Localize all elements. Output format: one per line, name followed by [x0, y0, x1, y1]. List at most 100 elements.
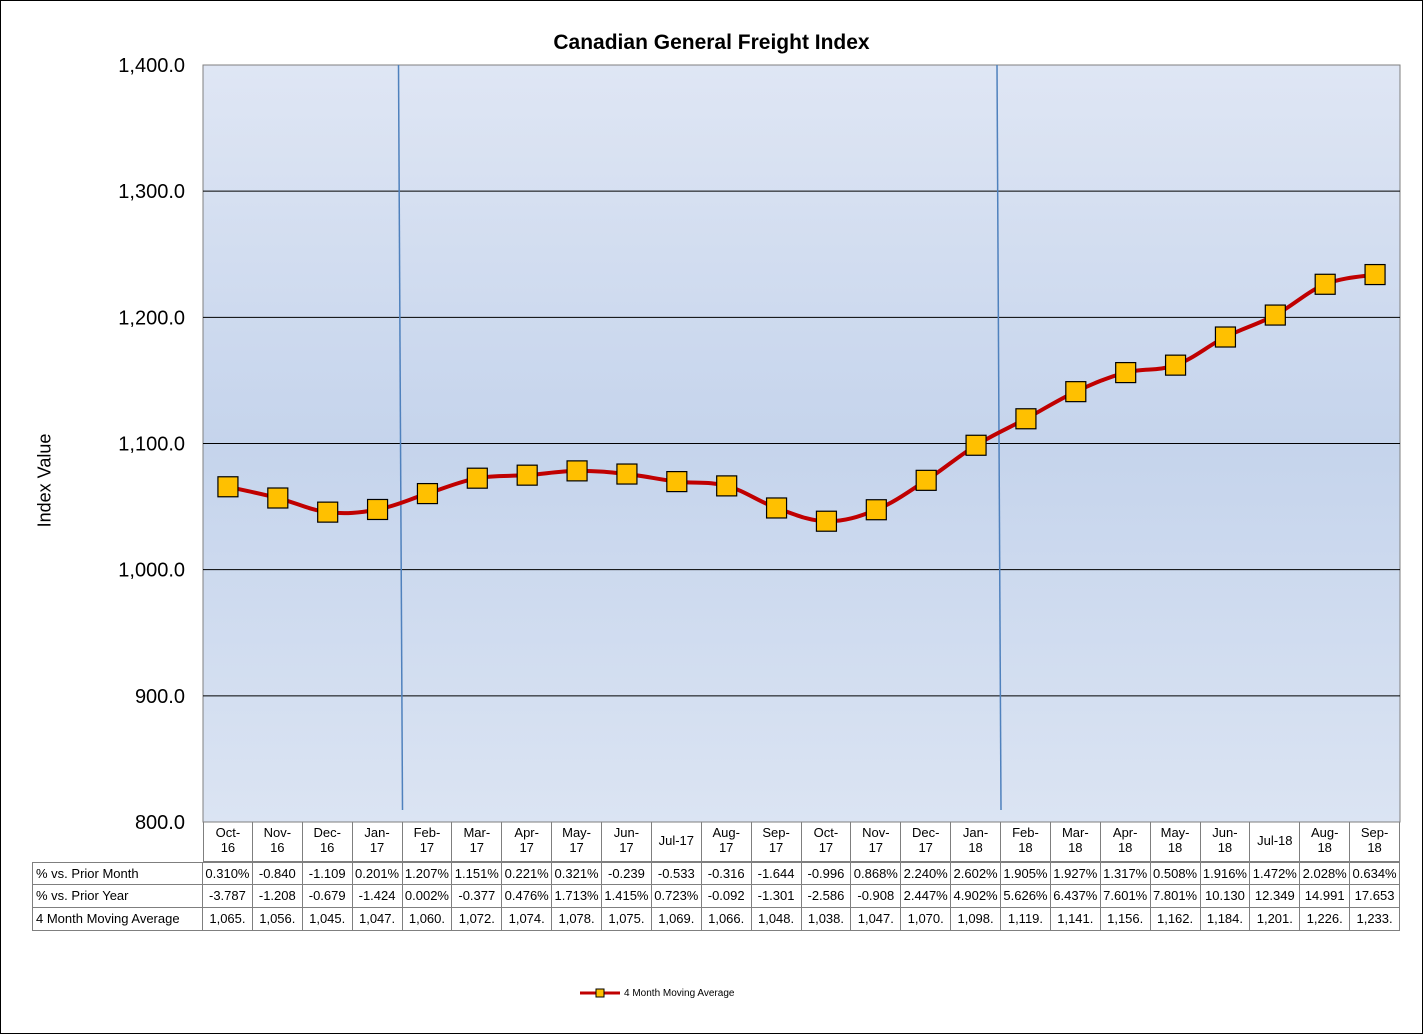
x-tick-label: May- 18	[1150, 822, 1201, 862]
x-tick-label: Sep- 17	[751, 822, 802, 862]
y-tick-label: 800.0	[135, 812, 185, 834]
table-row-label: % vs. Prior Year	[32, 885, 203, 908]
table-cell: 1,075.	[602, 908, 652, 931]
x-tick-label: Sep- 18	[1350, 822, 1400, 862]
table-cell: -0.996	[801, 862, 852, 885]
table-cell: 7.801%	[1150, 885, 1201, 908]
table-cell: 0.868%	[851, 862, 902, 885]
table-cell: 4.902%	[951, 885, 1001, 908]
table-cell: -0.908	[851, 885, 902, 908]
data-point-marker	[965, 434, 987, 456]
table-cell: 1,066.	[701, 908, 752, 931]
data-point-marker	[267, 487, 289, 509]
table-cell: 1,074.	[502, 908, 553, 931]
table-cell: 1,184.	[1200, 908, 1251, 931]
table-cell: 1,038.	[801, 908, 852, 931]
data-point-marker	[716, 475, 738, 497]
table-cell: 5.626%	[1001, 885, 1051, 908]
x-tick-label: Jul-18	[1250, 822, 1301, 862]
table-cell: 1.415%	[602, 885, 652, 908]
x-tick-label: Oct- 16	[203, 822, 253, 862]
data-point-marker	[666, 471, 688, 493]
x-tick-label: Dec- 16	[302, 822, 353, 862]
x-tick-label: Jan- 17	[352, 822, 403, 862]
y-axis-label: Index Value	[34, 433, 55, 528]
table-cell: 0.476%	[502, 885, 553, 908]
data-point-marker	[1214, 326, 1237, 348]
x-tick-label: Nov- 17	[851, 822, 902, 862]
data-point-marker	[1364, 263, 1386, 286]
table-cell: 0.310%	[203, 862, 253, 885]
table-cell: 1.472%	[1250, 862, 1301, 885]
table-cell: 1,078.	[552, 908, 602, 931]
table-cell: -0.316	[701, 862, 752, 885]
table-cell: 2.028%	[1300, 862, 1351, 885]
table-row-label: 4 Month Moving Average	[32, 908, 203, 931]
table-cell: -1.644	[751, 862, 802, 885]
x-tick-label: Jun- 18	[1200, 822, 1251, 862]
table-cell: 1,201.	[1250, 908, 1301, 931]
table-cell: -1.208	[252, 885, 303, 908]
table-cell: -2.586	[801, 885, 852, 908]
table-cell: 1.317%	[1100, 862, 1151, 885]
x-tick-label: Aug- 18	[1300, 822, 1351, 862]
table-cell: 1,141.	[1050, 908, 1101, 931]
x-tick-label: Jun- 17	[602, 822, 652, 862]
y-tick-label: 1,200.0	[118, 307, 185, 329]
legend-label: 4 Month Moving Average	[624, 987, 735, 999]
table-cell: 1,048.	[751, 908, 802, 931]
data-point-marker	[1015, 408, 1037, 430]
table-cell: -0.377	[452, 885, 503, 908]
table-cell: 2.602%	[951, 862, 1001, 885]
x-tick-label: May- 17	[552, 822, 602, 862]
table-cell: -1.109	[302, 862, 353, 885]
table-cell: 1.207%	[402, 862, 453, 885]
y-tick-label: 1,400.0	[118, 55, 185, 77]
data-point-marker	[317, 501, 339, 523]
x-tick-label: Feb- 17	[402, 822, 453, 862]
table-row-label: % vs. Prior Month	[32, 862, 203, 885]
x-tick-label: Apr- 18	[1100, 822, 1151, 862]
table-cell: -0.840	[252, 862, 303, 885]
x-tick-label: Mar- 17	[452, 822, 503, 862]
data-point-marker	[1264, 304, 1286, 326]
table-cell: -0.092	[701, 885, 752, 908]
y-axis-ticks: 800.0 900.0 1,000.0 1,100.0 1,200.0 1,300.0 1,…	[118, 55, 185, 834]
table-cell: -1.301	[751, 885, 802, 908]
table-cell: 1,047.	[851, 908, 902, 931]
table-cell: 0.634%	[1350, 862, 1400, 885]
y-tick-label: 1,300.0	[118, 181, 185, 203]
table-cell: 1.905%	[1001, 862, 1051, 885]
data-point-marker	[865, 499, 887, 521]
series-layer	[217, 263, 1386, 532]
table-cell: 0.201%	[352, 862, 403, 885]
x-tick-label: Apr- 17	[502, 822, 553, 862]
table-cell: -0.239	[602, 862, 652, 885]
table-cell: 1,065.	[203, 908, 253, 931]
data-point-marker	[765, 497, 788, 519]
y-tick-label: 1,100.0	[118, 434, 185, 456]
x-tick-label: Jul-17	[651, 822, 702, 862]
data-point-marker	[915, 469, 937, 491]
table-cell: 1,047.	[352, 908, 403, 931]
vertical-marker-line	[996, 64, 1002, 811]
table-cell: 17.653	[1350, 885, 1400, 908]
table-cell: 1,119.	[1001, 908, 1051, 931]
x-tick-label: Dec- 17	[901, 822, 952, 862]
table-cell: 1,060.	[402, 908, 453, 931]
data-point-marker	[815, 510, 838, 532]
table-cell: 1,070.	[901, 908, 952, 931]
table-cell: 1,072.	[452, 908, 503, 931]
table-cell: 0.002%	[402, 885, 453, 908]
table-cell: 14.991	[1300, 885, 1351, 908]
x-tick-label: Mar- 18	[1050, 822, 1101, 862]
data-point-marker	[566, 460, 588, 482]
y-tick-label: 900.0	[135, 686, 185, 708]
data-point-marker	[1115, 361, 1137, 384]
x-tick-label: Oct- 17	[801, 822, 852, 862]
table-cell: 0.321%	[552, 862, 602, 885]
x-tick-label: Aug- 17	[701, 822, 752, 862]
vertical-markers	[397, 64, 1002, 811]
table-cell: 6.437%	[1050, 885, 1101, 908]
